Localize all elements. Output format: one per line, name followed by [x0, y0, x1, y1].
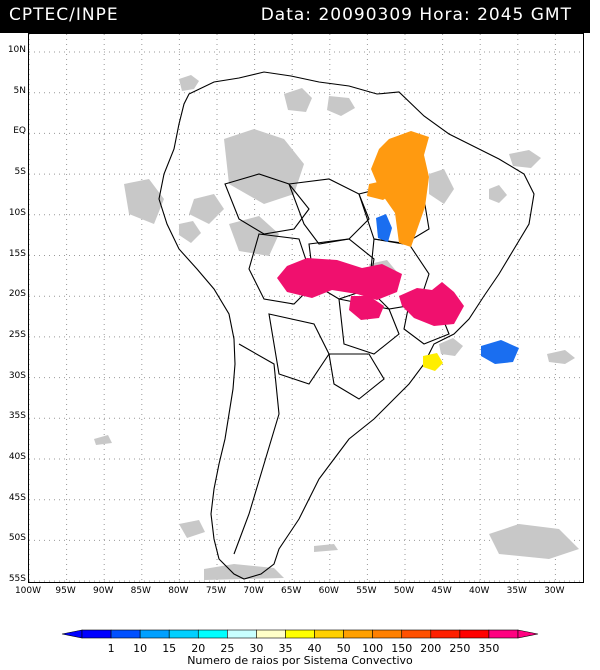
legend-swatch	[430, 629, 461, 639]
legend-colorbar: 1 10 15 20 25 30 35 40 50 100 150 200 250 350	[61, 629, 539, 655]
legend-tick-label: 10	[133, 642, 147, 655]
legend-tick-label: 1	[108, 642, 115, 655]
legend-swatch	[197, 629, 228, 639]
lon-label: 35W	[506, 586, 527, 596]
pink-system-west	[277, 258, 402, 300]
legend-tick-label: 40	[308, 642, 322, 655]
datetime-title: Data: 20090309 Hora: 2045 GMT	[260, 5, 572, 25]
lat-label: 10S	[8, 207, 26, 218]
legend-caption: Numero de raios por Sistema Convectivo	[187, 654, 413, 667]
pink-system-west-tail	[349, 296, 384, 320]
lat-label: 25S	[8, 329, 26, 340]
lon-label: 60W	[318, 586, 339, 596]
land-outline	[158, 71, 535, 580]
map-canvas	[29, 34, 583, 582]
lon-label: 90W	[93, 586, 114, 596]
legend-swatch	[168, 629, 199, 639]
legend-tick-label: 30	[249, 642, 263, 655]
legend-swatch	[227, 629, 257, 639]
convective-systems	[277, 131, 519, 371]
legend-arrow-low	[61, 629, 83, 639]
lon-label: 70W	[243, 586, 264, 596]
lat-label: 55S	[8, 574, 26, 585]
pink-system-southeast	[399, 282, 464, 326]
lon-label: 65W	[281, 586, 302, 596]
lon-label: 40W	[469, 586, 490, 596]
lat-label: 45S	[8, 492, 26, 503]
legend-swatch	[459, 629, 490, 639]
lat-label: 50S	[8, 533, 26, 544]
orange-system-west	[367, 180, 395, 200]
legend-swatch	[343, 629, 373, 639]
lon-label: 55W	[356, 586, 377, 596]
legend-tick-label: 50	[337, 642, 351, 655]
lon-label: 100W	[14, 586, 42, 596]
blue-system-central	[376, 214, 392, 242]
lon-label: 50W	[393, 586, 415, 596]
lat-label: EQ	[13, 126, 26, 137]
cloud-cover	[94, 75, 579, 580]
lat-label: 40S	[8, 452, 26, 462]
lon-label: 80W	[168, 586, 189, 596]
lon-label: 95W	[55, 586, 76, 596]
legend-tick-label: 35	[278, 642, 292, 655]
legend-swatch	[256, 629, 286, 639]
orange-system-north	[371, 131, 429, 247]
yellow-system-south	[423, 353, 443, 371]
lat-label: 30S	[8, 370, 26, 381]
source-title: CPTEC/INPE	[9, 5, 119, 25]
legend-swatch	[372, 629, 403, 639]
legend-tick-label: 100	[362, 642, 383, 655]
legend-tick-label: 20	[191, 642, 205, 655]
legend-swatch	[81, 629, 112, 639]
lat-label: 10N	[7, 45, 26, 55]
legend-tick-label: 350	[478, 642, 499, 655]
legend-swatch	[139, 629, 170, 639]
lat-label: 20S	[8, 289, 26, 300]
legend-tick-label: 25	[220, 642, 234, 655]
lat-label: 5S	[14, 167, 26, 178]
lat-lon-grid	[29, 34, 583, 582]
lon-label: 85W	[130, 586, 151, 596]
legend-swatch	[401, 629, 432, 639]
lon-label: 75W	[205, 586, 227, 596]
lat-label: 15S	[8, 248, 26, 259]
legend-swatch	[110, 629, 141, 639]
legend-swatch	[314, 629, 344, 639]
lat-label: 5N	[13, 85, 26, 96]
legend-swatch	[285, 629, 315, 639]
blue-system-atlantic	[481, 340, 519, 364]
title-bar: CPTEC/INPE Data: 20090309 Hora: 2045 GMT	[0, 0, 590, 33]
legend-tick-label: 15	[162, 642, 176, 655]
lon-label: 30W	[544, 586, 565, 596]
map-frame	[28, 33, 584, 583]
lat-label: 35S	[8, 411, 26, 422]
legend-swatch	[488, 629, 519, 639]
legend-tick-label: 150	[391, 642, 412, 655]
lon-label: 45W	[431, 586, 452, 596]
legend-tick-label: 250	[449, 642, 470, 655]
legend-arrow-high	[517, 629, 539, 639]
legend-tick-label: 200	[420, 642, 441, 655]
